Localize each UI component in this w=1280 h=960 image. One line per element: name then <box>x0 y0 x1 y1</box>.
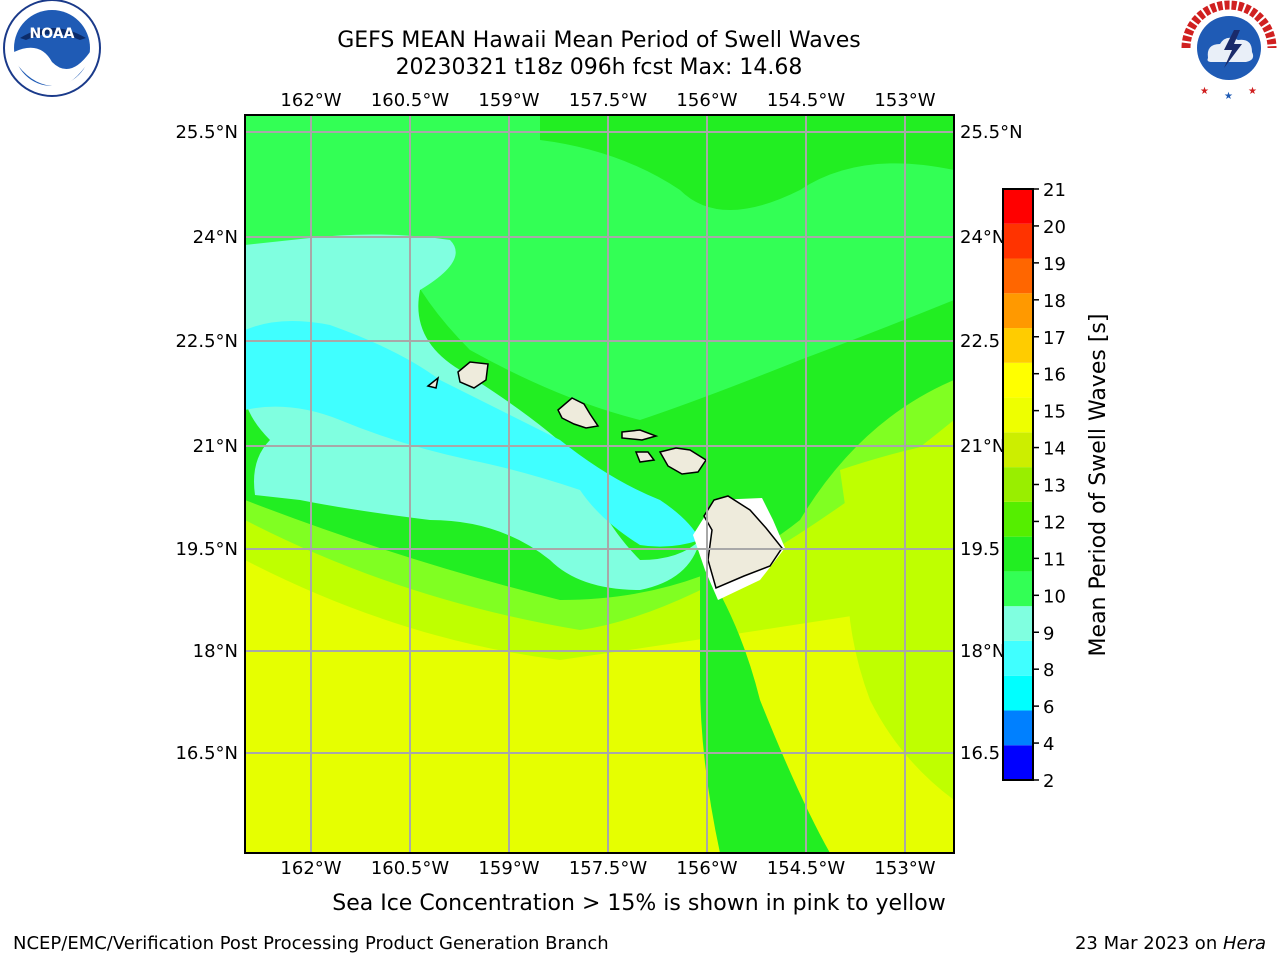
lon-label: 157.5°W <box>569 858 648 879</box>
lat-label: 18°N <box>193 641 238 662</box>
colorbar-swatch <box>1003 467 1033 502</box>
colorbar-tick-label: 19 <box>1043 254 1066 275</box>
colorbar-tick-label: 6 <box>1043 697 1054 718</box>
lon-labels-top: 162°W 160.5°W 159°W 157.5°W 156°W 154.5°… <box>280 90 935 111</box>
lon-label: 156°W <box>676 90 737 111</box>
colorbar-swatch <box>1003 224 1033 259</box>
colorbar: 2 4 6 8 9 10 11 12 13 14 15 16 17 18 19 20 21 <box>1003 180 1066 792</box>
lon-label: 157.5°W <box>569 90 648 111</box>
lat-label: 25.5°N <box>960 122 1023 143</box>
lon-labels-bottom: 162°W 160.5°W 159°W 157.5°W 156°W 154.5°… <box>280 858 935 879</box>
colorbar-tick-label: 8 <box>1043 660 1054 681</box>
colorbar-tick-label: 2 <box>1043 771 1054 792</box>
lat-label: 21°N <box>193 436 238 457</box>
colorbar-tick-label: 12 <box>1043 512 1066 533</box>
lon-label: 153°W <box>874 858 935 879</box>
colorbar-swatch <box>1003 259 1033 294</box>
colorbar-tick-label: 11 <box>1043 549 1066 570</box>
lat-label: 25.5°N <box>175 122 238 143</box>
colorbar-swatch <box>1003 328 1033 363</box>
colorbar-tick-label: 9 <box>1043 623 1054 644</box>
map-canvas: 162°W 160.5°W 159°W 157.5°W 156°W 154.5°… <box>0 0 1280 960</box>
colorbar-swatch <box>1003 502 1033 537</box>
lat-labels-left: 25.5°N 24°N 22.5°N 21°N 19.5°N 18°N 16.5… <box>175 122 238 764</box>
lat-label: 16.5 <box>960 743 1000 764</box>
colorbar-swatch <box>1003 293 1033 328</box>
lat-label: 24°N <box>193 227 238 248</box>
lon-label: 162°W <box>280 90 341 111</box>
lon-label: 153°W <box>874 90 935 111</box>
colorbar-swatch <box>1003 363 1033 398</box>
lat-label: 22.5 <box>960 331 1000 352</box>
lon-label: 159°W <box>478 858 539 879</box>
colorbar-tick-label: 21 <box>1043 180 1066 201</box>
lat-label: 24°N <box>960 227 1005 248</box>
colorbar-tick-label: 14 <box>1043 439 1066 460</box>
colorbar-tick-label: 18 <box>1043 291 1066 312</box>
footer-date-text: 23 Mar 2023 on <box>1075 933 1223 954</box>
colorbar-swatch <box>1003 537 1033 572</box>
colorbar-tick-label: 16 <box>1043 365 1066 386</box>
lat-label: 21°N <box>960 436 1005 457</box>
swell-period-field <box>245 115 954 853</box>
lon-label: 162°W <box>280 858 341 879</box>
footer-host: Hera <box>1223 933 1266 954</box>
colorbar-swatch <box>1003 189 1033 224</box>
colorbar-swatch <box>1003 710 1033 745</box>
colorbar-tick-label: 20 <box>1043 217 1066 238</box>
lon-label: 154.5°W <box>767 858 846 879</box>
colorbar-tick-label: 4 <box>1043 734 1054 755</box>
footer-credit: NCEP/EMC/Verification Post Processing Pr… <box>13 933 609 954</box>
lat-label: 19.5 <box>960 539 1000 560</box>
sea-ice-note: Sea Ice Concentration > 15% is shown in … <box>249 891 1029 916</box>
colorbar-swatch <box>1003 745 1033 780</box>
colorbar-tick-label: 15 <box>1043 402 1066 423</box>
lat-label: 19.5°N <box>175 539 238 560</box>
colorbar-tick-label: 10 <box>1043 586 1066 607</box>
colorbar-swatch <box>1003 676 1033 711</box>
colorbar-swatch <box>1003 432 1033 467</box>
colorbar-swatch <box>1003 398 1033 433</box>
lon-label: 159°W <box>478 90 539 111</box>
footer-date: 23 Mar 2023 on Hera <box>1075 933 1266 954</box>
colorbar-tick-label: 17 <box>1043 328 1066 349</box>
colorbar-swatch <box>1003 641 1033 676</box>
lon-label: 154.5°W <box>767 90 846 111</box>
lat-label: 18°N <box>960 641 1005 662</box>
colorbar-swatch <box>1003 606 1033 641</box>
lon-label: 160.5°W <box>371 90 450 111</box>
lon-label: 156°W <box>676 858 737 879</box>
lat-label: 22.5°N <box>175 331 238 352</box>
lon-label: 160.5°W <box>371 858 450 879</box>
colorbar-swatch <box>1003 571 1033 606</box>
colorbar-label: Mean Period of Swell Waves [s] <box>1086 314 1111 657</box>
colorbar-tick-label: 13 <box>1043 476 1066 497</box>
lat-label: 16.5°N <box>175 743 238 764</box>
